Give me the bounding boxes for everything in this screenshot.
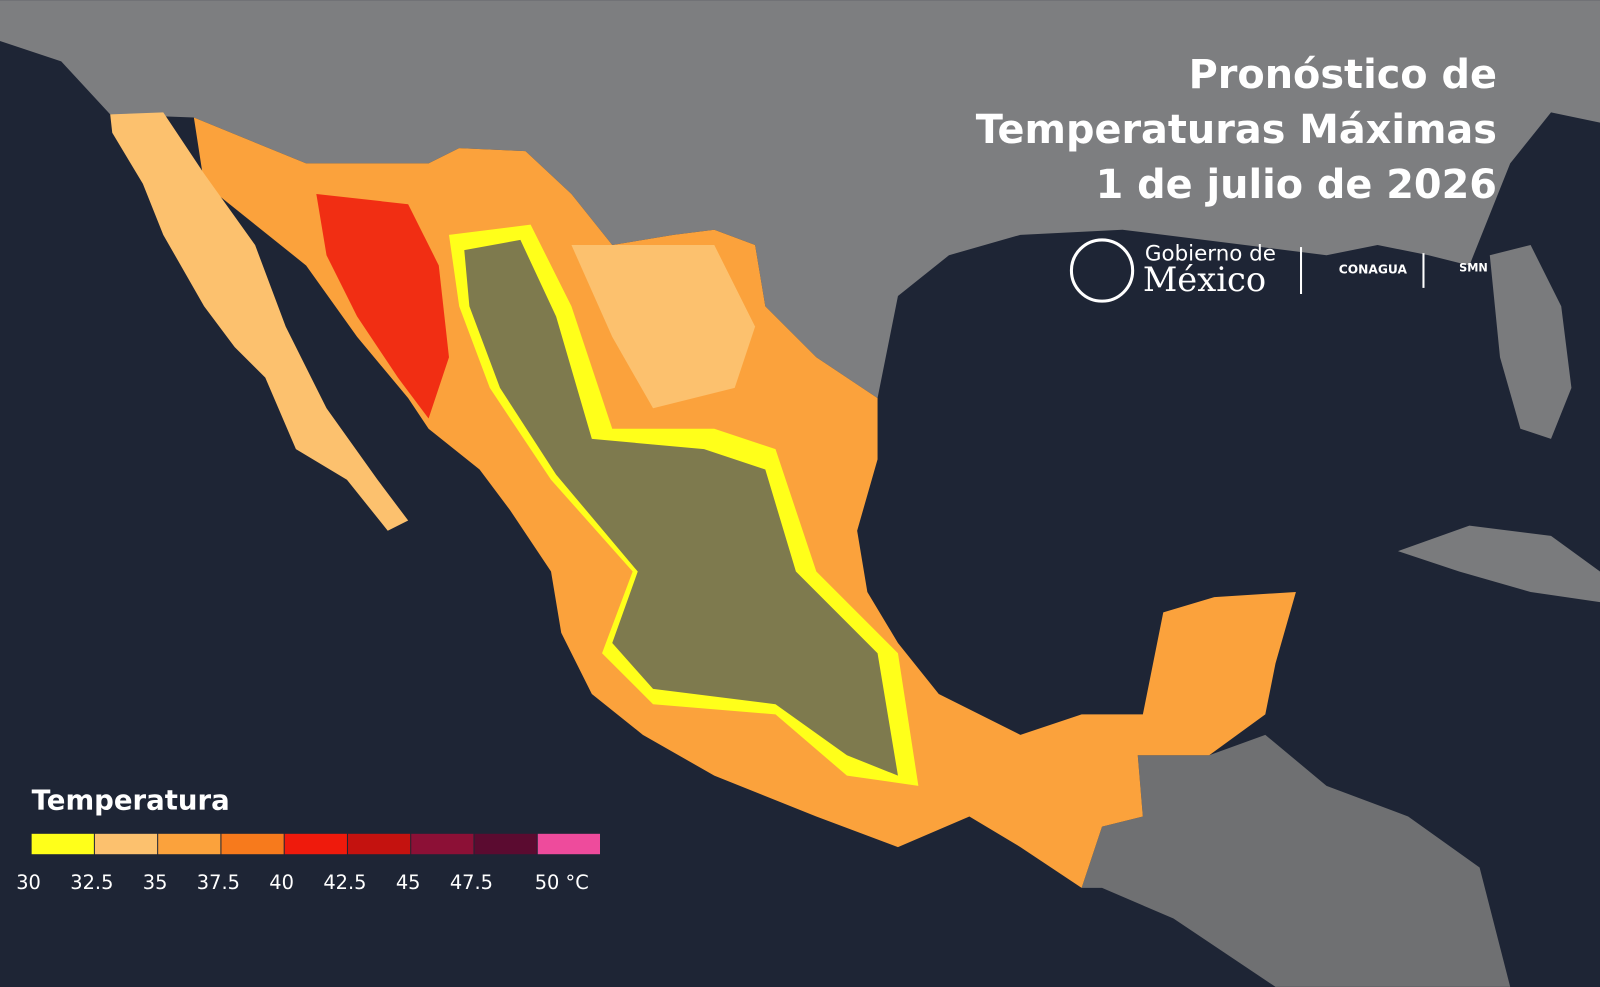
north-america-land	[0, 0, 1600, 399]
legend-label: 40	[269, 871, 294, 894]
title-line: Pronóstico de	[1189, 52, 1497, 98]
legend-swatch	[284, 833, 347, 855]
title: Pronóstico de Temperaturas Máximas 1 de …	[976, 52, 1497, 208]
legend-swatch	[31, 833, 94, 855]
legend-label: 35	[143, 871, 168, 894]
legend-swatch	[221, 833, 284, 855]
highlands	[464, 239, 898, 776]
legend-swatch	[94, 833, 158, 855]
seal	[1069, 238, 1135, 303]
legend-label: 45	[396, 871, 421, 894]
legend: Temperatura 30 32.5 35 37.5 40 42.5 45 47.5 50 °…	[16, 784, 600, 894]
logo-text: México	[1143, 260, 1266, 299]
baja-california	[110, 112, 409, 531]
logo-text: Gobierno de	[1145, 241, 1276, 266]
legend-swatch	[158, 833, 221, 855]
title-line: 1 de julio de 2026	[1096, 162, 1497, 208]
legend-label: 30	[16, 871, 41, 894]
legend-swatch	[347, 833, 411, 855]
florida	[1489, 245, 1572, 439]
legend-swatch	[474, 833, 537, 855]
logo-text: CONAGUA	[1339, 263, 1408, 277]
warm-zone	[571, 245, 756, 409]
legend-label: 42.5	[323, 871, 366, 894]
logo-text: SMN	[1459, 262, 1488, 275]
legend-label: 50 °C	[535, 871, 589, 894]
title-line: Temperaturas Máximas	[976, 107, 1497, 153]
central-america	[1081, 734, 1511, 987]
legend-swatch	[411, 833, 474, 855]
legend-label: 32.5	[70, 871, 113, 894]
logos: Gobierno de México CONAGUA SMN	[1069, 238, 1488, 303]
legend-label: 37.5	[197, 871, 240, 894]
cuba	[1397, 525, 1600, 603]
legend-label: 47.5	[450, 871, 493, 894]
hot-zone	[316, 194, 449, 419]
legend-title: Temperatura	[32, 784, 230, 816]
legend-swatch	[537, 833, 600, 855]
